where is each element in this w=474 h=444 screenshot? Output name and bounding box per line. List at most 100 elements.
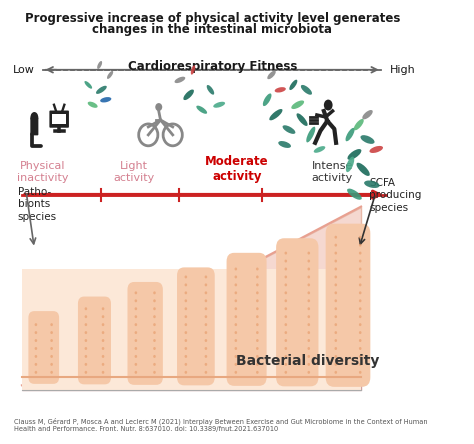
- Ellipse shape: [96, 86, 107, 94]
- Ellipse shape: [256, 283, 259, 286]
- Ellipse shape: [289, 79, 297, 90]
- Polygon shape: [22, 361, 361, 390]
- Ellipse shape: [256, 355, 259, 358]
- Ellipse shape: [335, 307, 337, 310]
- Ellipse shape: [359, 236, 362, 239]
- Ellipse shape: [153, 339, 156, 342]
- Ellipse shape: [84, 371, 87, 374]
- Ellipse shape: [235, 323, 237, 326]
- Ellipse shape: [335, 339, 337, 342]
- Ellipse shape: [284, 267, 287, 270]
- Ellipse shape: [256, 331, 259, 334]
- Ellipse shape: [274, 87, 286, 92]
- Ellipse shape: [84, 331, 87, 334]
- Ellipse shape: [153, 363, 156, 366]
- Ellipse shape: [284, 307, 287, 310]
- Ellipse shape: [284, 299, 287, 302]
- Ellipse shape: [359, 347, 362, 350]
- Ellipse shape: [84, 307, 87, 310]
- Ellipse shape: [135, 331, 137, 334]
- Ellipse shape: [235, 307, 237, 310]
- Ellipse shape: [256, 347, 259, 350]
- Ellipse shape: [135, 355, 137, 358]
- Ellipse shape: [284, 331, 287, 334]
- Ellipse shape: [213, 102, 225, 108]
- Ellipse shape: [107, 71, 113, 79]
- Ellipse shape: [283, 125, 295, 134]
- Ellipse shape: [308, 363, 310, 366]
- Ellipse shape: [292, 100, 304, 109]
- Ellipse shape: [335, 331, 337, 334]
- Ellipse shape: [269, 109, 283, 120]
- FancyBboxPatch shape: [53, 114, 66, 124]
- Ellipse shape: [359, 252, 362, 254]
- Ellipse shape: [102, 323, 104, 326]
- Ellipse shape: [308, 283, 310, 286]
- Text: Progressive increase of physical activity level generates: Progressive increase of physical activit…: [25, 12, 400, 25]
- FancyBboxPatch shape: [30, 117, 38, 135]
- Ellipse shape: [308, 371, 310, 374]
- Ellipse shape: [267, 71, 276, 79]
- Ellipse shape: [35, 371, 37, 374]
- Ellipse shape: [284, 355, 287, 358]
- Ellipse shape: [235, 363, 237, 366]
- Ellipse shape: [184, 275, 187, 278]
- Ellipse shape: [184, 347, 187, 350]
- Ellipse shape: [174, 77, 185, 83]
- Ellipse shape: [359, 260, 362, 262]
- Ellipse shape: [153, 323, 156, 326]
- Ellipse shape: [359, 244, 362, 246]
- Ellipse shape: [335, 260, 337, 262]
- Ellipse shape: [335, 355, 337, 358]
- Ellipse shape: [184, 355, 187, 358]
- Ellipse shape: [183, 90, 194, 100]
- Ellipse shape: [359, 291, 362, 294]
- Ellipse shape: [335, 299, 337, 302]
- Ellipse shape: [102, 371, 104, 374]
- Ellipse shape: [35, 363, 37, 366]
- Ellipse shape: [278, 141, 291, 148]
- Ellipse shape: [335, 244, 337, 246]
- Ellipse shape: [30, 112, 38, 123]
- Ellipse shape: [263, 93, 272, 106]
- Ellipse shape: [102, 339, 104, 342]
- Ellipse shape: [205, 363, 207, 366]
- Ellipse shape: [184, 371, 187, 374]
- Ellipse shape: [308, 339, 310, 342]
- Ellipse shape: [184, 339, 187, 342]
- Ellipse shape: [153, 331, 156, 334]
- Ellipse shape: [184, 283, 187, 286]
- Ellipse shape: [347, 149, 361, 160]
- Ellipse shape: [102, 355, 104, 358]
- Ellipse shape: [205, 291, 207, 294]
- Ellipse shape: [346, 128, 355, 141]
- Ellipse shape: [284, 371, 287, 374]
- Ellipse shape: [364, 180, 380, 188]
- Ellipse shape: [359, 331, 362, 334]
- Ellipse shape: [308, 291, 310, 294]
- Ellipse shape: [235, 275, 237, 278]
- Ellipse shape: [135, 339, 137, 342]
- Ellipse shape: [308, 299, 310, 302]
- Ellipse shape: [235, 355, 237, 358]
- Ellipse shape: [359, 283, 362, 286]
- Ellipse shape: [50, 347, 53, 350]
- Ellipse shape: [335, 252, 337, 254]
- Ellipse shape: [256, 371, 259, 374]
- Ellipse shape: [360, 135, 374, 144]
- Ellipse shape: [84, 363, 87, 366]
- Ellipse shape: [235, 331, 237, 334]
- FancyBboxPatch shape: [49, 111, 69, 128]
- Ellipse shape: [308, 267, 310, 270]
- Ellipse shape: [153, 355, 156, 358]
- Ellipse shape: [184, 331, 187, 334]
- Ellipse shape: [301, 85, 312, 95]
- Ellipse shape: [256, 363, 259, 366]
- Ellipse shape: [256, 323, 259, 326]
- Ellipse shape: [359, 267, 362, 270]
- Text: High: High: [390, 65, 416, 75]
- Ellipse shape: [84, 347, 87, 350]
- Ellipse shape: [184, 307, 187, 310]
- Ellipse shape: [284, 347, 287, 350]
- Ellipse shape: [335, 371, 337, 374]
